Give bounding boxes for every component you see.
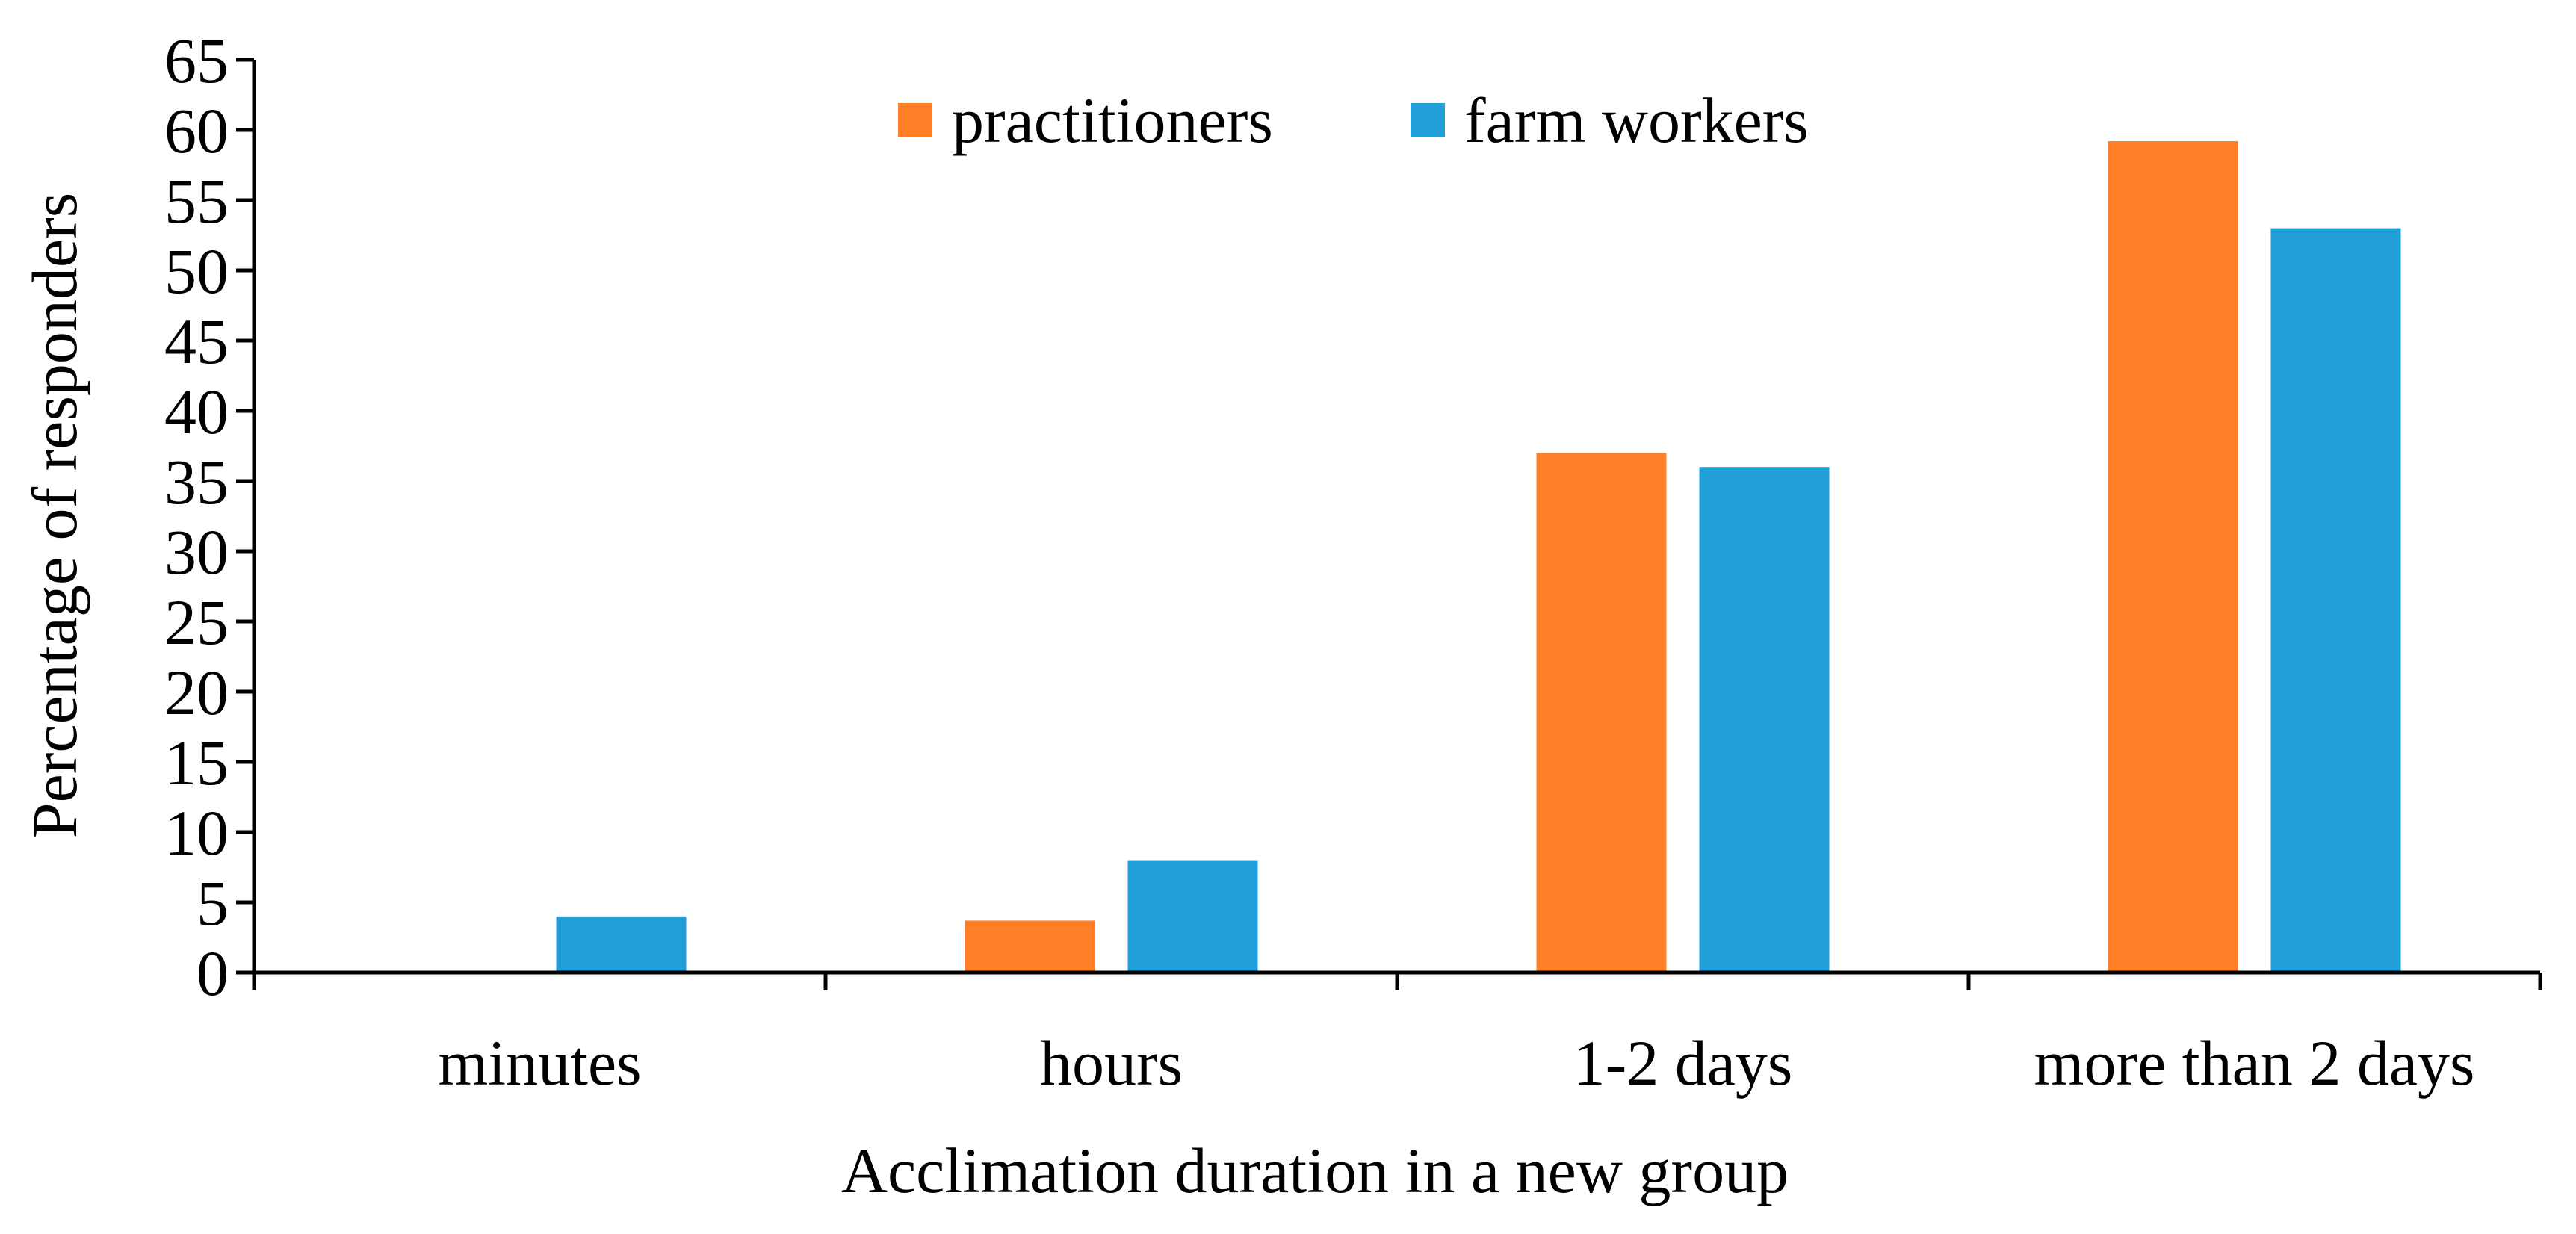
y-tick-label: 20 [164, 657, 229, 728]
y-tick-label: 40 [164, 376, 229, 447]
bar-farm-workers-2 [1699, 467, 1830, 973]
legend-label: practitioners [952, 84, 1273, 156]
y-tick-label: 25 [164, 586, 229, 658]
y-axis-title: Percentage of responders [19, 193, 90, 838]
y-tick-label: 60 [164, 95, 229, 167]
y-tick-label: 35 [164, 446, 229, 518]
category-label: hours [1040, 1027, 1183, 1099]
bar-farm-workers-0 [556, 916, 687, 973]
y-tick-label: 50 [164, 235, 229, 307]
bar-practitioners-2 [1536, 453, 1667, 973]
y-tick-label: 55 [164, 165, 229, 237]
x-axis-title: Acclimation duration in a new group [841, 1135, 1789, 1206]
y-tick-label: 15 [164, 727, 229, 799]
y-tick-label: 10 [164, 797, 229, 869]
y-tick-label: 5 [196, 867, 229, 939]
y-tick-label: 65 [164, 25, 229, 96]
bar-practitioners-3 [2108, 141, 2238, 973]
category-label: minutes [438, 1027, 641, 1099]
bars-layer [556, 141, 2401, 973]
legend-swatch [898, 103, 932, 137]
category-labels: minutes hours 1-2 days more than 2 days [438, 1027, 2474, 1099]
x-ticks [252, 973, 2542, 990]
y-tick-label: 30 [164, 516, 229, 588]
legend: practitioners farm workers [898, 84, 1809, 156]
legend-swatch [1411, 103, 1445, 137]
legend-label: farm workers [1464, 84, 1809, 156]
y-tick-label: 0 [196, 937, 229, 1009]
bar-practitioners-1 [965, 920, 1095, 973]
bar-farm-workers-1 [1127, 860, 1258, 973]
category-label: 1-2 days [1573, 1027, 1793, 1099]
y-tick-label: 45 [164, 306, 229, 377]
category-label: more than 2 days [2034, 1027, 2475, 1099]
bar-farm-workers-3 [2270, 228, 2401, 973]
